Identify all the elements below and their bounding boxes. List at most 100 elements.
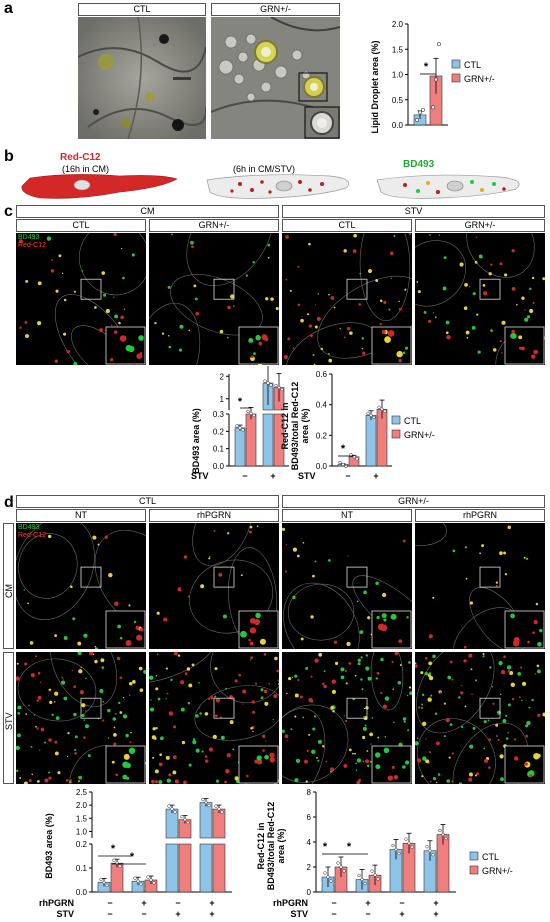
data-point bbox=[183, 817, 187, 822]
fluorescent-puncta bbox=[532, 301, 535, 305]
fluorescent-puncta bbox=[73, 685, 77, 689]
inset-puncta bbox=[126, 776, 130, 780]
fluorescent-puncta bbox=[402, 717, 407, 721]
legend-swatch-ctl bbox=[451, 59, 461, 69]
fluorescent-puncta bbox=[31, 773, 33, 775]
fluorescent-puncta bbox=[421, 693, 425, 697]
fluorescent-puncta bbox=[155, 780, 158, 784]
fluorescent-puncta bbox=[167, 285, 171, 289]
fluorescent-puncta bbox=[262, 734, 266, 738]
fluorescent-puncta bbox=[491, 685, 494, 688]
data-point bbox=[201, 797, 205, 802]
data-point bbox=[152, 881, 156, 885]
fluorescent-puncta bbox=[273, 694, 278, 699]
fluorescent-puncta bbox=[521, 681, 527, 687]
fluorescent-puncta bbox=[334, 661, 339, 665]
fluorescent-puncta bbox=[488, 766, 491, 769]
chart-d1-sig-2: * bbox=[130, 851, 135, 863]
fluorescent-puncta bbox=[265, 297, 269, 301]
fluorescent-puncta bbox=[495, 723, 499, 727]
fluorescent-puncta bbox=[526, 315, 531, 319]
inset-puncta bbox=[136, 353, 143, 360]
cell-outline bbox=[287, 583, 355, 641]
inset-puncta bbox=[402, 765, 406, 769]
c-image-grn-cm bbox=[149, 233, 279, 365]
fluorescent-puncta bbox=[224, 780, 227, 784]
inset-puncta bbox=[246, 774, 249, 778]
fluorescent-puncta bbox=[17, 705, 22, 710]
fluorescent-puncta bbox=[292, 595, 296, 600]
fluorescent-puncta bbox=[54, 691, 59, 696]
chart-d1-high-ytick-label: 2.5 bbox=[76, 788, 88, 797]
fluorescent-puncta bbox=[163, 617, 168, 622]
fluorescent-puncta bbox=[94, 306, 97, 309]
fluorescent-puncta bbox=[151, 779, 155, 784]
fluorescent-puncta bbox=[423, 311, 427, 314]
fluorescent-puncta bbox=[364, 724, 367, 727]
chart-d2-xtick: + bbox=[399, 909, 404, 919]
fluorescent-puncta bbox=[475, 236, 478, 239]
inset-puncta bbox=[258, 341, 263, 346]
fluorescent-puncta bbox=[28, 704, 30, 707]
fluorescent-puncta bbox=[110, 324, 113, 326]
fluorescent-puncta bbox=[49, 689, 51, 692]
fluorescent-puncta bbox=[172, 770, 177, 775]
fluorescent-puncta bbox=[328, 358, 333, 363]
fluorescent-puncta bbox=[316, 756, 318, 759]
fluorescent-puncta bbox=[525, 734, 529, 738]
fluorescent-puncta bbox=[330, 767, 335, 772]
cell-outline bbox=[469, 587, 526, 649]
chart-d2-ytick-label: 8 bbox=[307, 788, 312, 797]
fluorescent-puncta bbox=[432, 312, 435, 314]
cell-outline bbox=[282, 704, 349, 783]
fluorescent-puncta bbox=[362, 735, 366, 740]
inset-puncta bbox=[249, 627, 257, 634]
cell-outline bbox=[359, 233, 411, 322]
fluorescent-puncta bbox=[430, 694, 433, 697]
fluorescent-puncta bbox=[149, 707, 155, 712]
fluorescent-puncta bbox=[300, 318, 304, 323]
fluorescent-puncta bbox=[449, 660, 453, 664]
fluorescent-puncta bbox=[282, 527, 286, 532]
fluorescent-puncta bbox=[25, 334, 29, 339]
fluorescent-puncta bbox=[346, 326, 351, 331]
fluorescent-puncta bbox=[422, 756, 427, 761]
inset-puncta bbox=[519, 346, 523, 350]
fluorescent-puncta bbox=[451, 752, 454, 755]
fluorescent-puncta bbox=[198, 707, 201, 709]
chart-d1-high-ytick-label: 1.5 bbox=[76, 814, 88, 823]
d-row-cm-box bbox=[3, 523, 14, 649]
fluorescent-puncta bbox=[238, 673, 242, 677]
fluorescent-puncta bbox=[355, 762, 357, 765]
fluorescent-puncta bbox=[152, 756, 155, 759]
fluorescent-puncta bbox=[499, 340, 502, 343]
fluorescent-puncta bbox=[63, 636, 68, 640]
fluorescent-puncta bbox=[102, 719, 105, 722]
fluorescent-puncta bbox=[382, 704, 388, 709]
chart-a-sig: * bbox=[424, 61, 429, 73]
fluorescent-puncta bbox=[214, 667, 218, 671]
data-point bbox=[220, 810, 224, 814]
fluorescent-puncta bbox=[168, 345, 172, 349]
fluorescent-puncta bbox=[459, 262, 464, 267]
fluorescent-puncta bbox=[507, 670, 511, 673]
fluorescent-puncta bbox=[348, 662, 352, 665]
fluorescent-puncta bbox=[468, 777, 473, 782]
fluorescent-puncta bbox=[30, 746, 33, 748]
fluorescent-puncta bbox=[371, 717, 374, 719]
inset-puncta bbox=[527, 640, 530, 644]
fluorescent-puncta bbox=[155, 726, 158, 730]
fluorescent-puncta bbox=[149, 675, 154, 680]
fluorescent-puncta bbox=[499, 262, 503, 266]
fluorescent-puncta bbox=[204, 712, 209, 716]
fluorescent-puncta bbox=[483, 291, 488, 296]
data-point bbox=[249, 411, 253, 416]
schema-step1-sub: (16h in CM) bbox=[62, 164, 110, 174]
fluorescent-puncta bbox=[119, 676, 123, 680]
fluorescent-puncta bbox=[122, 696, 125, 699]
fluorescent-puncta bbox=[284, 570, 288, 573]
cell-outline bbox=[283, 582, 360, 649]
fluorescent-puncta bbox=[173, 755, 177, 759]
fluorescent-puncta bbox=[73, 290, 76, 293]
roi-box bbox=[346, 697, 368, 719]
